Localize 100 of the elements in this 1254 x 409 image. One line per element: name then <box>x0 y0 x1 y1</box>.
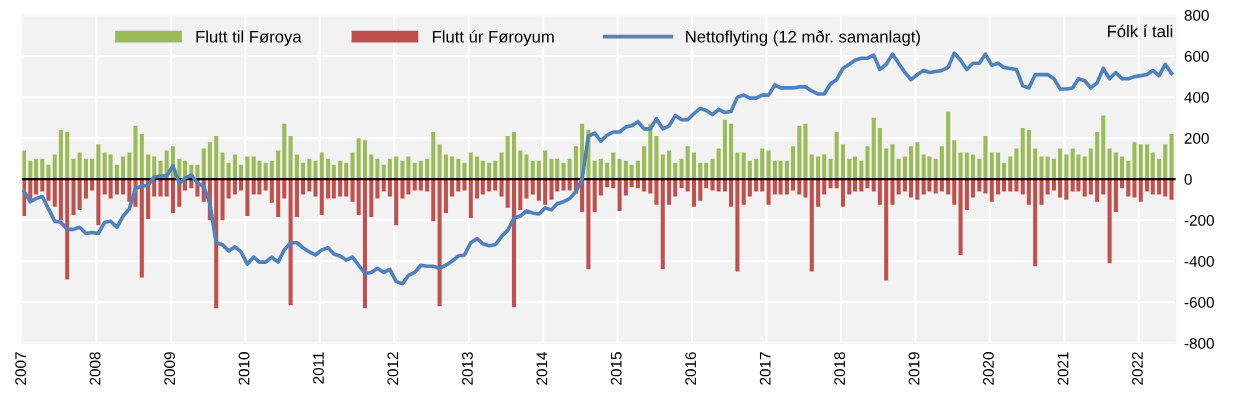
bar <box>300 179 306 195</box>
bar <box>294 179 299 218</box>
bar <box>1163 179 1168 197</box>
bar <box>1001 162 1007 180</box>
bar <box>1138 144 1143 180</box>
bar <box>1095 131 1100 180</box>
bar <box>754 158 759 180</box>
bar <box>958 179 963 255</box>
bar <box>735 152 740 180</box>
bar <box>77 179 82 210</box>
bar <box>65 179 70 280</box>
bar <box>1157 179 1162 195</box>
bar <box>226 179 231 199</box>
bar <box>958 152 963 180</box>
bar <box>220 179 225 221</box>
bar <box>543 150 548 180</box>
y-tick-label: -200 <box>1184 215 1214 226</box>
bar <box>71 179 76 216</box>
bar <box>207 142 212 180</box>
bar <box>989 179 994 202</box>
bar <box>822 179 827 195</box>
bar <box>518 179 523 210</box>
bar <box>326 158 331 180</box>
bar <box>909 146 914 180</box>
bar <box>847 158 852 180</box>
bar <box>1132 142 1137 180</box>
bar <box>468 179 473 219</box>
bar <box>852 156 858 180</box>
y-tick-label: 200 <box>1184 133 1209 144</box>
bar <box>1033 179 1038 267</box>
bar <box>561 162 566 180</box>
x-tick-label: 2015 <box>610 352 622 385</box>
bar <box>778 160 783 180</box>
bar <box>338 160 343 180</box>
bar <box>313 160 318 180</box>
bar <box>487 162 492 180</box>
bar <box>1039 179 1044 205</box>
bar <box>1026 129 1031 180</box>
bar <box>964 152 969 180</box>
bar <box>691 179 697 207</box>
bar <box>946 111 951 180</box>
bar <box>214 136 219 180</box>
bar <box>623 160 628 180</box>
bar <box>685 146 690 180</box>
bar <box>772 160 777 180</box>
bar <box>970 154 976 180</box>
bar <box>1045 179 1050 195</box>
bar <box>344 162 349 180</box>
bar <box>245 179 250 217</box>
bar <box>536 160 541 180</box>
bar <box>996 152 1001 180</box>
bar <box>313 179 318 197</box>
bar <box>772 179 777 195</box>
bar <box>722 119 727 180</box>
bar <box>232 154 237 180</box>
bar <box>394 156 399 180</box>
bar <box>350 152 355 180</box>
bar <box>77 152 82 180</box>
x-tick-label: 2007 <box>15 352 27 385</box>
bar <box>518 150 523 180</box>
x-tick-label: 2021 <box>1057 352 1069 385</box>
bar <box>611 152 616 180</box>
y-tick-label: 800 <box>1184 10 1209 21</box>
bar <box>356 179 361 216</box>
bar <box>425 158 430 180</box>
bar <box>660 179 665 270</box>
bar <box>635 160 640 180</box>
bar <box>331 179 336 199</box>
bar <box>952 140 957 180</box>
bar <box>1126 160 1131 180</box>
bar <box>468 152 473 180</box>
bar <box>816 179 821 207</box>
bar <box>946 179 951 195</box>
bar <box>1150 179 1155 195</box>
bar <box>840 144 846 180</box>
bar <box>1138 179 1143 202</box>
bar <box>741 152 746 180</box>
bar <box>524 179 529 199</box>
bar <box>437 179 442 307</box>
bar <box>567 158 572 180</box>
bar <box>809 154 814 180</box>
bar <box>1064 179 1069 200</box>
bar <box>499 152 504 180</box>
bar <box>369 179 374 218</box>
bar <box>865 146 870 180</box>
bar <box>884 148 889 180</box>
bar <box>791 146 796 180</box>
bar <box>803 179 808 198</box>
line-series <box>22 51 1174 286</box>
bar <box>158 179 163 197</box>
bar <box>1064 154 1069 180</box>
bar <box>1163 144 1168 180</box>
bar <box>536 179 541 201</box>
bar <box>623 179 628 196</box>
bar <box>102 179 107 195</box>
bar <box>33 179 39 195</box>
x-tick-label: 2012 <box>387 352 399 385</box>
bar <box>437 144 442 180</box>
bar <box>1088 148 1093 180</box>
bar <box>1113 179 1118 212</box>
